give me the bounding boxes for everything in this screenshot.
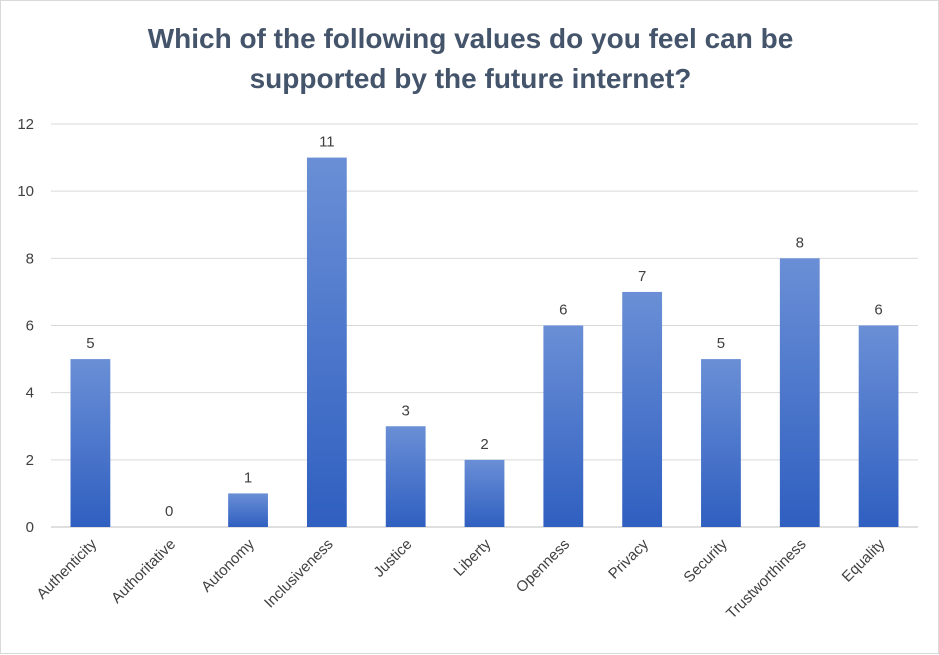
data-label-autonomy: 1 — [244, 469, 252, 486]
data-label-authenticity: 5 — [86, 335, 94, 352]
bar-openness — [543, 325, 584, 527]
gridlines — [51, 123, 918, 528]
data-label-privacy: 7 — [638, 268, 646, 285]
y-tick-label: 0 — [26, 519, 34, 536]
chart-title-line-2: supported by the future internet? — [249, 63, 692, 94]
chart-title-line-1: Which of the following values do you fee… — [147, 23, 794, 54]
bar-trustworthiness — [779, 258, 820, 527]
category-label-autonomy: Autonomy — [198, 535, 258, 595]
category-label-justice: Justice — [370, 536, 415, 581]
bars — [70, 157, 899, 528]
bar-liberty — [464, 459, 505, 527]
y-axis-tick-labels: 0 2 4 6 8 10 12 — [17, 116, 34, 536]
x-axis-category-labels: Authenticity Authoritative Autonomy Inclusi… — [33, 535, 888, 622]
y-tick-label: 8 — [26, 250, 34, 267]
data-label-inclusiveness: 11 — [319, 134, 335, 151]
category-label-authoritative: Authoritative — [108, 536, 179, 607]
category-label-openness: Openness — [513, 536, 573, 596]
category-label-equality: Equality — [839, 535, 889, 585]
y-tick-label: 2 — [26, 452, 34, 469]
bar-security — [701, 359, 741, 527]
bar-privacy — [622, 291, 663, 527]
data-label-equality: 6 — [874, 302, 882, 319]
data-label-trustworthiness: 8 — [796, 234, 804, 251]
y-tick-label: 4 — [26, 385, 34, 402]
data-label-liberty: 2 — [480, 436, 488, 453]
data-label-openness: 6 — [559, 302, 567, 319]
category-label-privacy: Privacy — [605, 535, 652, 582]
category-label-security: Security — [680, 535, 731, 586]
data-label-justice: 3 — [402, 402, 410, 419]
bar-inclusiveness — [306, 157, 347, 528]
data-label-security: 5 — [717, 335, 725, 352]
category-label-trustworthiness: Trustworthiness — [723, 536, 809, 622]
bar-equality — [858, 325, 899, 527]
category-label-authenticity: Authenticity — [33, 535, 100, 602]
category-label-inclusiveness: Inclusiveness — [261, 536, 337, 612]
bar-justice — [385, 426, 426, 527]
y-tick-label: 10 — [17, 183, 34, 200]
data-label-authoritative: 0 — [165, 503, 173, 520]
bar-authenticity — [70, 359, 111, 527]
bar-autonomy — [228, 493, 268, 527]
category-label-liberty: Liberty — [450, 535, 494, 579]
y-tick-label: 6 — [26, 318, 34, 335]
chart-title: Which of the following values do you fee… — [1, 19, 939, 99]
y-tick-label: 12 — [17, 116, 34, 133]
